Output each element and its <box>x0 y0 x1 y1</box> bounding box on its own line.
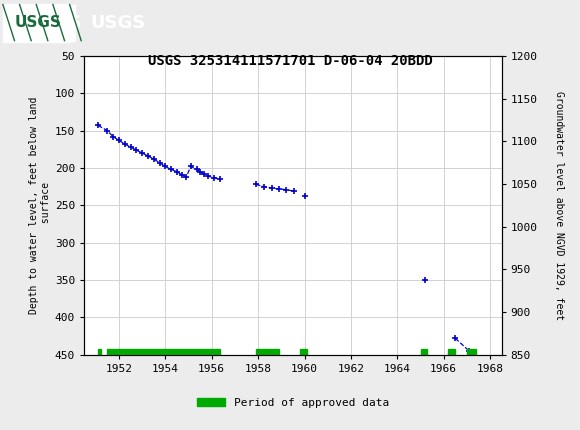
Y-axis label: Groundwater level above NGVD 1929, feet: Groundwater level above NGVD 1929, feet <box>554 91 564 320</box>
Bar <box>420 349 427 355</box>
Bar <box>107 349 220 355</box>
Legend: Period of approved data: Period of approved data <box>193 393 393 412</box>
Bar <box>3 3 70 42</box>
Text: USGS: USGS <box>90 14 145 31</box>
Bar <box>467 349 476 355</box>
Bar <box>98 349 101 355</box>
Text: USGS 325314111571701 D-06-04 20BDD: USGS 325314111571701 D-06-04 20BDD <box>148 54 432 68</box>
Y-axis label: Depth to water level, feet below land
 surface: Depth to water level, feet below land su… <box>29 97 50 314</box>
Bar <box>300 349 307 355</box>
Text: ≡USGS: ≡USGS <box>12 14 82 31</box>
Bar <box>448 349 455 355</box>
FancyBboxPatch shape <box>6 4 75 41</box>
Text: USGS: USGS <box>14 15 61 30</box>
Bar <box>256 349 279 355</box>
